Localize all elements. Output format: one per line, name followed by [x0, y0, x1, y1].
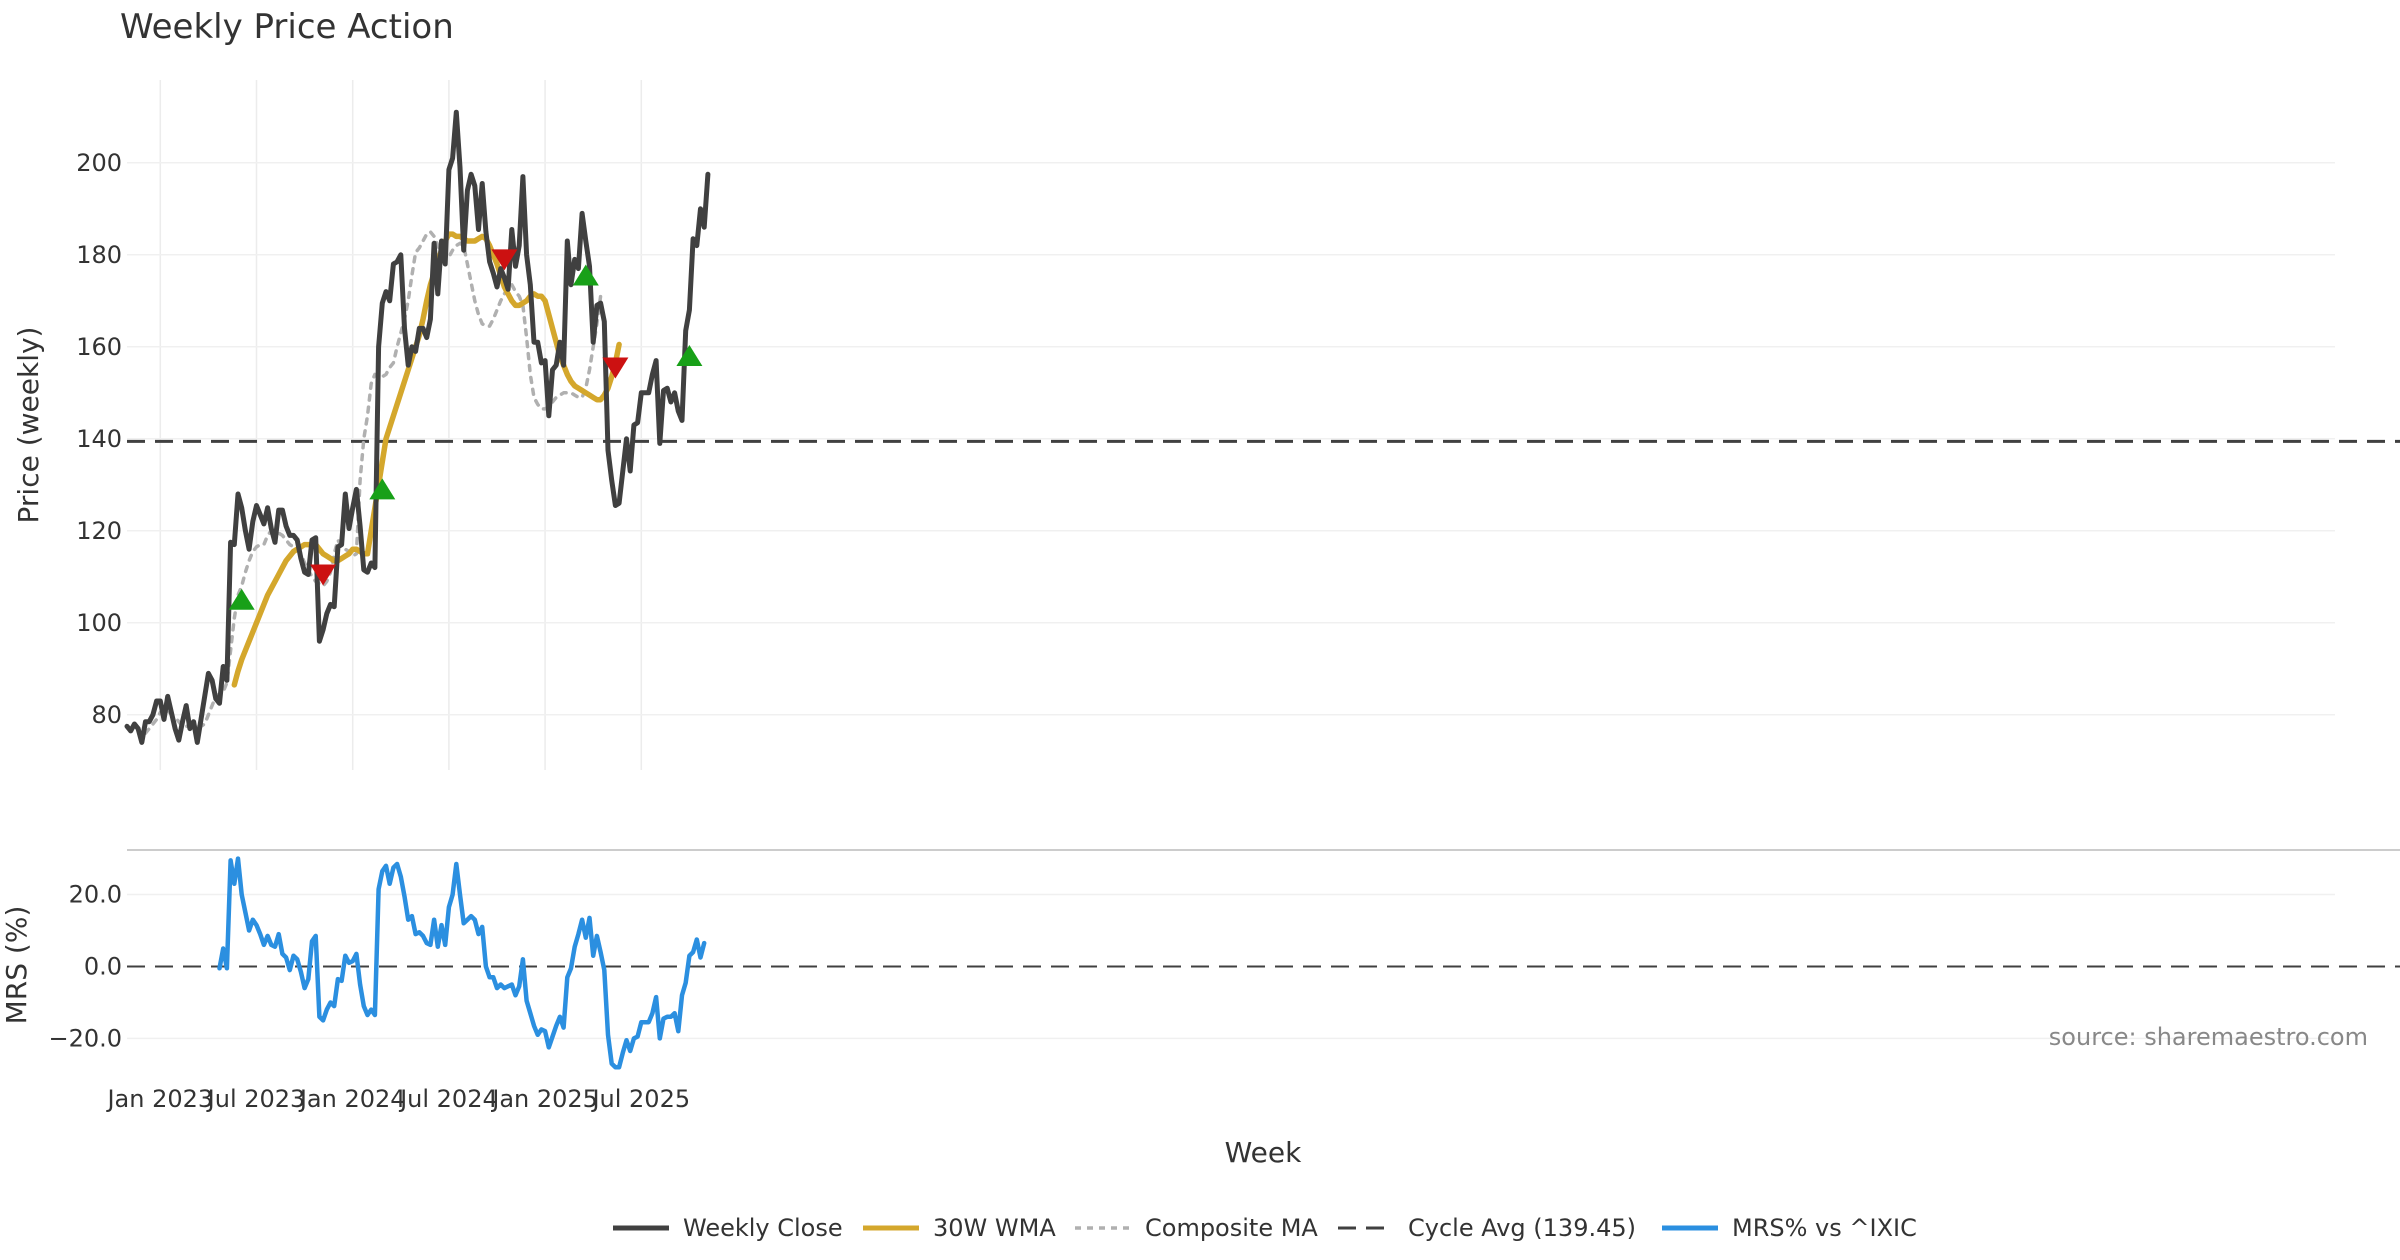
x-tick-label: Jul 2024 [398, 1085, 498, 1113]
mrs-y-tick: −20.0 [48, 1024, 122, 1052]
sell-signal-marker [491, 249, 518, 271]
buy-signal-marker [369, 478, 396, 500]
mrs-panel: 20.0 0.0 −20.0 MRS (%) source: sharemaestr… [0, 856, 2400, 1070]
price-series [124, 109, 711, 745]
source-label: source: sharemaestro.com [2049, 1023, 2368, 1051]
mrs-y-tick: 20.0 [69, 881, 122, 909]
signal-markers [228, 249, 703, 610]
x-tick-label: Jan 2024 [298, 1085, 406, 1113]
price-y-tick: 160 [76, 333, 122, 361]
sell-signal-marker [310, 564, 337, 586]
mrs-vs-ixic-line [217, 856, 707, 1070]
price-y-tick: 80 [91, 701, 122, 729]
mrs-series [217, 856, 707, 1070]
x-tick-label: Jan 2025 [490, 1085, 598, 1113]
x-tick-label: Jan 2023 [105, 1085, 213, 1113]
buy-signal-marker [572, 264, 599, 286]
price-y-tick: 140 [76, 425, 122, 453]
sell-signal-marker [602, 357, 629, 379]
legend-label: Cycle Avg (139.45) [1408, 1214, 1636, 1242]
price-y-axis-label: Price (weekly) [12, 327, 45, 524]
legend: Weekly Close 30W WMA Composite MA Cycle Avg… [613, 1214, 1917, 1242]
legend-label: 30W WMA [933, 1214, 1056, 1242]
price-y-tick-labels: 80 100 120 140 160 180 200 [76, 149, 122, 729]
price-panel: 80 100 120 140 160 180 200 Price (weekly) [12, 80, 2400, 770]
x-tick-label: Jul 2023 [206, 1085, 306, 1113]
x-axis-label: Week [1225, 1136, 1302, 1169]
price-y-tick: 180 [76, 241, 122, 269]
mrs-grid [127, 893, 2335, 1040]
x-tick-label: Jul 2025 [590, 1085, 690, 1113]
price-y-tick: 120 [76, 517, 122, 545]
legend-label: MRS% vs ^IXIC [1732, 1214, 1917, 1242]
buy-signal-marker [228, 588, 255, 610]
legend-label: Composite MA [1145, 1214, 1318, 1242]
mrs-y-tick-labels: 20.0 0.0 −20.0 [48, 881, 122, 1053]
price-y-tick: 100 [76, 609, 122, 637]
buy-signal-marker [676, 345, 703, 366]
mrs-y-axis-label: MRS (%) [0, 906, 33, 1025]
legend-label: Weekly Close [683, 1214, 843, 1242]
composite-ma-line [143, 230, 603, 735]
mrs-y-tick: 0.0 [84, 952, 122, 980]
price-y-tick: 200 [76, 149, 122, 177]
weekly-close-line [124, 109, 711, 745]
chart-title: Weekly Price Action [120, 7, 454, 47]
